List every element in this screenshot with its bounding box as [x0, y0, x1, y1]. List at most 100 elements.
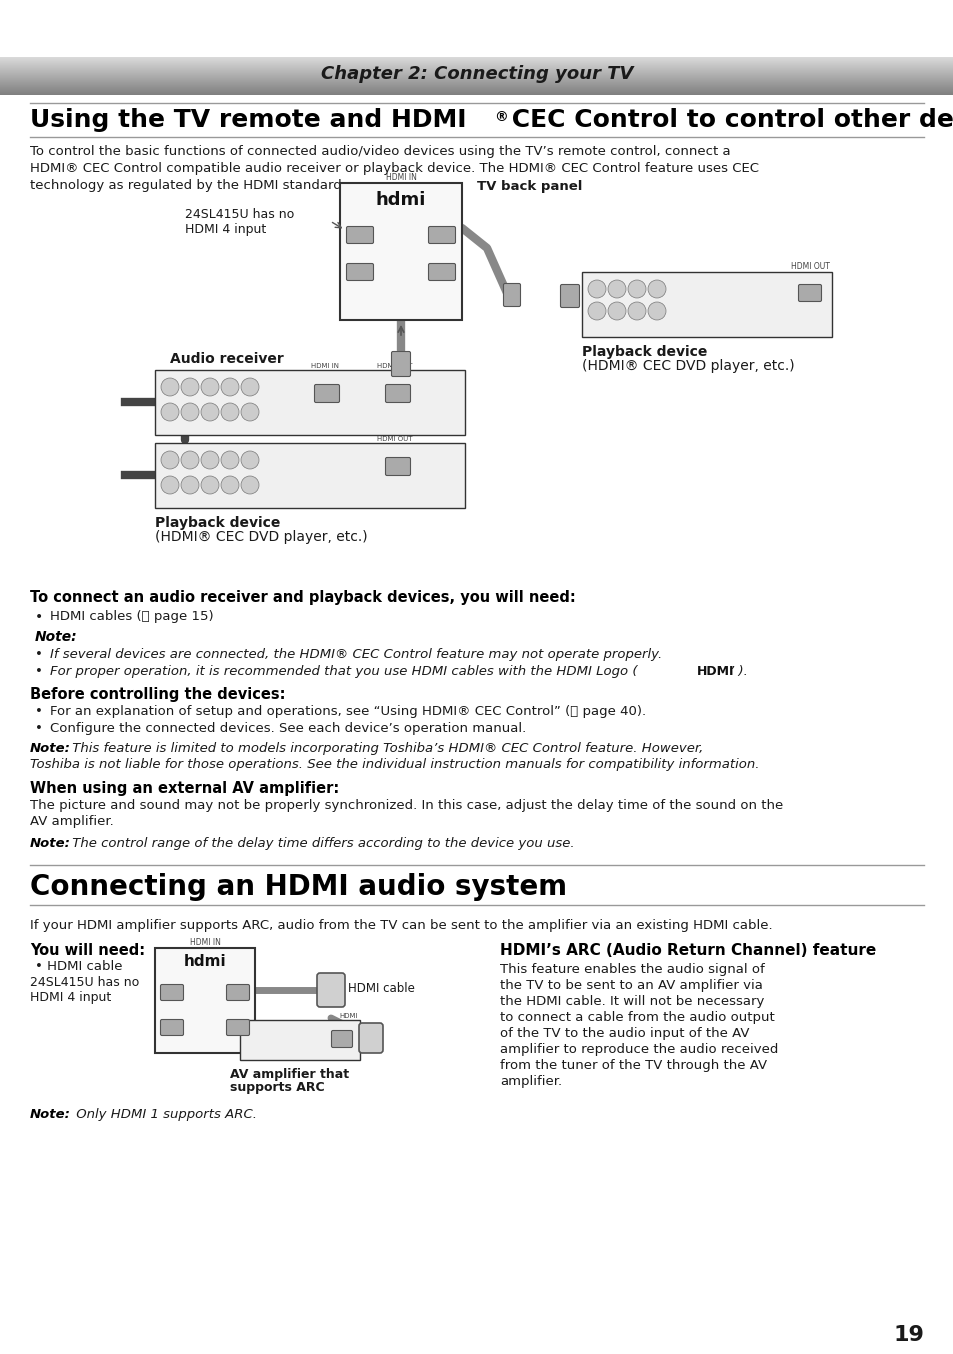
Text: HDMI cable: HDMI cable	[348, 982, 415, 995]
Text: HDMI IN: HDMI IN	[190, 938, 220, 946]
Text: supports ARC: supports ARC	[230, 1080, 324, 1094]
Text: 3: 3	[365, 248, 371, 259]
Circle shape	[241, 451, 258, 468]
FancyBboxPatch shape	[226, 984, 250, 1001]
Text: the HDMI cable. It will not be necessary: the HDMI cable. It will not be necessary	[499, 995, 763, 1007]
Circle shape	[647, 302, 665, 320]
Text: Playback device: Playback device	[581, 345, 706, 359]
Circle shape	[241, 378, 258, 395]
Text: To connect an audio receiver and playback devices, you will need:: To connect an audio receiver and playbac…	[30, 590, 576, 605]
Text: Note:: Note:	[35, 630, 77, 645]
Circle shape	[607, 302, 625, 320]
Text: Before controlling the devices:: Before controlling the devices:	[30, 686, 285, 701]
Text: Chapter 2: Connecting your TV: Chapter 2: Connecting your TV	[320, 65, 633, 83]
Text: Audio receiver: Audio receiver	[170, 352, 283, 366]
Text: 1: 1	[440, 211, 447, 221]
Text: Configure the connected devices. See each device’s operation manual.: Configure the connected devices. See eac…	[50, 722, 526, 735]
Circle shape	[241, 403, 258, 421]
Text: the TV to be sent to an AV amplifier via: the TV to be sent to an AV amplifier via	[499, 979, 762, 992]
Circle shape	[627, 280, 645, 298]
Text: AV amplifier that: AV amplifier that	[230, 1068, 349, 1080]
Text: HDMI® CEC Control compatible audio receiver or playback device. The HDMI® CEC Co: HDMI® CEC Control compatible audio recei…	[30, 162, 759, 175]
Text: For an explanation of setup and operations, see “Using HDMI® CEC Control” (⨩ pag: For an explanation of setup and operatio…	[50, 705, 645, 718]
Text: You will need:: You will need:	[30, 942, 145, 959]
FancyBboxPatch shape	[160, 1020, 183, 1036]
Text: 2: 2	[431, 248, 436, 259]
Text: Playback device: Playback device	[154, 516, 280, 529]
Circle shape	[607, 280, 625, 298]
Text: of the TV to the audio input of the AV: of the TV to the audio input of the AV	[499, 1026, 749, 1040]
FancyBboxPatch shape	[346, 226, 374, 244]
FancyBboxPatch shape	[316, 974, 345, 1007]
Circle shape	[587, 280, 605, 298]
Circle shape	[181, 378, 199, 395]
Circle shape	[241, 477, 258, 494]
Bar	[154, 443, 464, 508]
FancyBboxPatch shape	[160, 984, 183, 1001]
Text: 2: 2	[233, 1011, 239, 1020]
Text: Toshiba is not liable for those operations. See the individual instruction manua: Toshiba is not liable for those operatio…	[30, 758, 759, 770]
Circle shape	[221, 477, 239, 494]
FancyBboxPatch shape	[358, 1024, 382, 1053]
Bar	[240, 1020, 359, 1060]
FancyBboxPatch shape	[503, 283, 520, 306]
FancyBboxPatch shape	[226, 1020, 250, 1036]
Text: HDMI 4 input: HDMI 4 input	[185, 223, 266, 236]
Text: For proper operation, it is recommended that you use HDMI cables with the HDMI L: For proper operation, it is recommended …	[50, 665, 637, 678]
Text: HDMI OUT: HDMI OUT	[376, 363, 413, 370]
Text: AV amplifier.: AV amplifier.	[30, 815, 113, 829]
Text: If your HDMI amplifier supports ARC, audio from the TV can be sent to the amplif: If your HDMI amplifier supports ARC, aud…	[30, 919, 772, 932]
Text: (HDMI® CEC DVD player, etc.): (HDMI® CEC DVD player, etc.)	[154, 529, 367, 544]
Circle shape	[161, 451, 179, 468]
Text: Only HDMI 1 supports ARC.: Only HDMI 1 supports ARC.	[71, 1108, 256, 1121]
Circle shape	[201, 451, 219, 468]
Text: hdmi: hdmi	[375, 191, 426, 209]
Text: amplifier.: amplifier.	[499, 1075, 561, 1089]
Circle shape	[221, 451, 239, 468]
Text: CEC Control to control other devices: CEC Control to control other devices	[502, 108, 953, 131]
Text: Using the TV remote and HDMI: Using the TV remote and HDMI	[30, 108, 466, 131]
Bar	[154, 948, 254, 1053]
Text: Note:: Note:	[30, 1108, 71, 1121]
Text: HDMI’s ARC (Audio Return Channel) feature: HDMI’s ARC (Audio Return Channel) featur…	[499, 942, 876, 959]
Circle shape	[587, 302, 605, 320]
Text: When using an external AV amplifier:: When using an external AV amplifier:	[30, 781, 339, 796]
Text: HDMI: HDMI	[339, 1013, 357, 1020]
FancyBboxPatch shape	[428, 226, 455, 244]
Circle shape	[181, 451, 199, 468]
FancyBboxPatch shape	[385, 385, 410, 402]
Text: This feature enables the audio signal of: This feature enables the audio signal of	[499, 963, 764, 976]
Text: HDMI cables (⨩ page 15): HDMI cables (⨩ page 15)	[50, 611, 213, 623]
Text: 4: 4	[164, 974, 170, 983]
Text: ®: ®	[494, 110, 507, 125]
Text: 1: 1	[240, 974, 246, 983]
Text: HDMI IN: HDMI IN	[385, 173, 416, 181]
Text: The control range of the delay time differs according to the device you use.: The control range of the delay time diff…	[68, 837, 574, 850]
Text: •: •	[35, 649, 43, 661]
Text: Connecting an HDMI audio system: Connecting an HDMI audio system	[30, 873, 566, 900]
Circle shape	[181, 477, 199, 494]
Text: TV back panel: TV back panel	[476, 180, 581, 194]
Text: HDMI: HDMI	[697, 665, 734, 678]
Circle shape	[627, 302, 645, 320]
Text: technology as regulated by the HDMI standard.: technology as regulated by the HDMI stan…	[30, 179, 346, 192]
Circle shape	[181, 403, 199, 421]
FancyBboxPatch shape	[385, 458, 410, 475]
Text: to connect a cable from the audio output: to connect a cable from the audio output	[499, 1011, 774, 1024]
Text: •: •	[35, 722, 43, 735]
Bar	[154, 370, 464, 435]
Text: • HDMI cable: • HDMI cable	[35, 960, 122, 974]
Circle shape	[221, 378, 239, 395]
Text: HDMI OUT: HDMI OUT	[790, 263, 829, 271]
Text: HDMI OUT: HDMI OUT	[376, 436, 413, 441]
FancyBboxPatch shape	[798, 284, 821, 302]
Text: amplifier to reproduce the audio received: amplifier to reproduce the audio receive…	[499, 1043, 778, 1056]
Text: 24SL415U has no: 24SL415U has no	[185, 209, 294, 221]
FancyBboxPatch shape	[391, 352, 410, 376]
Text: This feature is limited to models incorporating Toshiba’s HDMI® CEC Control feat: This feature is limited to models incorp…	[68, 742, 702, 756]
Circle shape	[161, 403, 179, 421]
FancyBboxPatch shape	[331, 1030, 352, 1048]
Text: hdmi: hdmi	[184, 955, 226, 969]
Text: If several devices are connected, the HDMI® CEC Control feature may not operate : If several devices are connected, the HD…	[50, 649, 661, 661]
Circle shape	[201, 477, 219, 494]
